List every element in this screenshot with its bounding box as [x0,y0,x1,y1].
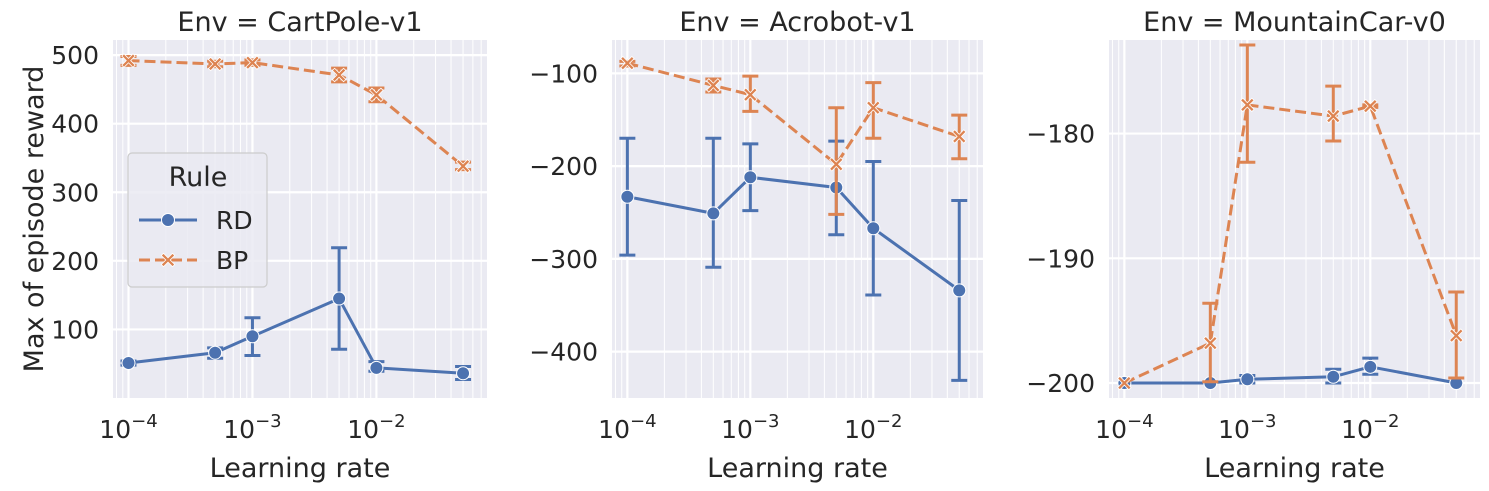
series-bp [619,55,968,216]
error-bar [865,81,882,140]
series-line [128,59,465,168]
data-point [332,291,347,306]
legend-entry-rd: RD [139,206,253,235]
panel-title: Env = MountainCar-v0 [1143,7,1446,38]
series-bp [1117,43,1465,391]
data-point [331,67,347,83]
minor-gridlines [1111,40,1475,398]
panel-title: Env = Acrobot-v1 [679,7,915,38]
data-point [245,329,260,344]
error-bar [705,136,722,269]
x-tick-label: 10−2 [844,411,902,444]
panel-3: 10−4 10−3 10−2 −200 −190 −180 Env = MountainCa… [1026,7,1480,484]
data-point [1326,369,1341,384]
data-point [369,360,384,375]
y-tick-label: −300 [529,245,598,274]
data-point [1363,98,1378,114]
data-point [1448,328,1464,343]
data-point [620,55,635,71]
series-rd [120,246,472,381]
legend-marker [160,252,176,268]
data-point [1240,372,1255,387]
data-point [620,189,635,204]
plot-area [612,40,983,398]
x-tick-label: 10−3 [1218,411,1276,444]
y-tick-label: −200 [1026,369,1095,398]
y-tick-label: −200 [529,152,598,181]
data-point [1363,359,1378,374]
x-axis-label: Learning rate [210,453,391,484]
data-point [952,283,967,298]
y-tick-label: 400 [51,110,99,139]
series-bp [120,53,472,174]
x-tick-label: 10−4 [99,411,157,444]
x-tick-label: 10−4 [598,411,656,444]
y-tick-label: −190 [1026,244,1095,273]
data-point [951,129,967,144]
data-point [121,356,136,371]
legend-label: RD [216,206,253,235]
series-line [128,297,464,375]
data-point [866,100,881,115]
y-tick-label: −100 [529,59,598,88]
y-tick-label: 200 [51,247,99,276]
data-point [706,206,721,221]
legend-marker [161,213,175,227]
data-point [1326,108,1341,124]
series-line [627,61,960,166]
x-axis-label: Learning rate [707,453,888,484]
legend-title: Rule [169,162,228,193]
data-point [1117,375,1132,391]
panel-title: Env = CartPole-v1 [177,7,422,38]
data-point [866,221,881,236]
data-point [207,56,223,72]
data-point [456,366,471,381]
y-axis-label: Max of episode reward [19,66,50,373]
data-point [743,87,758,102]
x-axis-label: Learning rate [1204,453,1385,484]
x-tick-label: 10−3 [721,411,779,444]
panel-1: 10−4 10−3 10−2 100 200 300 400 500 Env = CartPol… [51,7,487,484]
x-tick-label: 10−2 [1341,411,1399,444]
data-point [829,157,844,172]
data-point [369,87,384,103]
y-tick-label: 300 [51,178,99,207]
y-tick-label: −400 [529,338,598,367]
legend: Rule RD BP [127,152,268,288]
x-tick-label: 10−3 [223,411,281,444]
legend-label: BP [216,246,248,275]
panel-2: 10−4 10−3 10−2 −400 −300 −200 −100 Env = Acrobo… [529,7,983,484]
data-point [706,78,721,93]
series-line [1123,103,1458,385]
data-point [208,345,223,360]
data-point [1240,97,1255,113]
y-tick-label: 100 [51,315,99,344]
legend-entry-bp: BP [139,246,248,275]
data-point [743,170,758,185]
series-line [627,175,961,292]
x-tick-label: 10−2 [347,411,405,444]
data-point [245,55,260,70]
data-point [1203,335,1218,351]
error-bar [828,106,845,216]
y-tick-label: 500 [51,41,99,70]
x-tick-label: 10−4 [1095,411,1153,444]
data-point [121,53,136,68]
minor-gridlines [614,40,978,398]
data-point [455,158,471,174]
series-line [1124,365,1457,385]
y-tick-label: −180 [1026,120,1095,149]
plot-area [1109,40,1480,398]
